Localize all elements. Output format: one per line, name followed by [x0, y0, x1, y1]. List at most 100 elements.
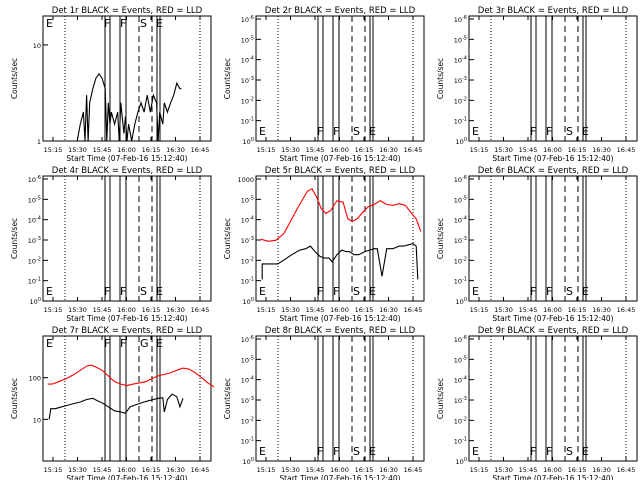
event-marker: F — [530, 125, 536, 138]
y-tick-label: 10-2 — [241, 96, 254, 105]
y-tick-label: 100 — [243, 137, 254, 146]
x-tick-label: 16:30 — [166, 146, 185, 154]
y-axis-label: Counts/sec — [223, 58, 232, 99]
y-tick-label: 10-3 — [454, 236, 467, 245]
x-tick-label: 16:15 — [142, 146, 161, 154]
x-axis-label: Start Time (07-Feb-16 15:12:40) — [66, 474, 187, 480]
x-tick-label: 15:45 — [306, 146, 325, 154]
y-tick-label: 100 — [29, 375, 41, 383]
y-tick-label: 10-3 — [241, 236, 254, 245]
x-tick-label: 15:30 — [68, 466, 87, 474]
event-marker: F — [104, 17, 110, 30]
event-marker: E — [156, 17, 163, 30]
event-marker: F — [546, 285, 552, 298]
y-tick-label: 10-5 — [454, 35, 467, 44]
x-tick-label: 16:00 — [543, 466, 562, 474]
x-tick-label: 15:15 — [44, 306, 63, 314]
x-tick-label: 16:15 — [568, 306, 587, 314]
panel-title: Det 9r BLACK = Events, RED = LLD — [478, 326, 629, 336]
plot-frame — [255, 15, 425, 142]
event-marker: F — [546, 445, 552, 458]
x-tick-label: 15:30 — [281, 466, 300, 474]
event-marker: E — [369, 285, 376, 298]
event-marker: E — [259, 285, 266, 298]
x-tick-label: 15:45 — [93, 466, 112, 474]
x-tick-label: 16:15 — [568, 146, 587, 154]
panel-det-2: Det 2r BLACK = Events, RED = LLD 15:15 15:… — [223, 6, 425, 163]
y-tick-label: 1000 — [237, 176, 254, 184]
plot-frame — [255, 335, 425, 462]
event-marker: E — [582, 285, 589, 298]
plot-frame — [468, 15, 638, 142]
x-tick-label: 16:15 — [355, 306, 374, 314]
y-tick-label: 10-3 — [454, 396, 467, 405]
x-tick-label: 15:15 — [470, 466, 489, 474]
event-marker: F — [317, 285, 323, 298]
x-tick-label: 15:15 — [257, 306, 276, 314]
y-tick-label: 10-6 — [454, 15, 467, 24]
x-tick-label: 16:00 — [117, 466, 136, 474]
panel-title: Det 4r BLACK = Events, RED = LLD — [52, 166, 203, 176]
lld-series-line — [47, 364, 215, 388]
y-tick-label: 10-4 — [241, 56, 254, 65]
event-marker: G — [140, 337, 149, 350]
x-axis-label: Start Time (07-Feb-16 15:12:40) — [66, 314, 187, 323]
event-marker: E — [46, 17, 53, 30]
y-tick-label: 10-2 — [454, 256, 467, 265]
event-marker: E — [582, 445, 589, 458]
y-axis-label: Counts/sec — [223, 378, 232, 419]
x-tick-label: 15:45 — [306, 466, 325, 474]
x-tick-label: 16:45 — [404, 466, 423, 474]
event-marker: E — [259, 125, 266, 138]
y-tick-label: 10-1 — [241, 277, 254, 286]
y-tick-label: 10 — [33, 416, 41, 424]
x-tick-label: 16:00 — [117, 146, 136, 154]
event-marker: F — [120, 337, 126, 350]
x-tick-label: 15:45 — [519, 466, 538, 474]
panel-title: Det 8r BLACK = Events, RED = LLD — [265, 326, 416, 336]
y-tick-label: 10-2 — [454, 416, 467, 425]
x-tick-label: 16:30 — [379, 466, 398, 474]
y-tick-label: 10-1 — [28, 277, 41, 286]
y-tick-label: 10-1 — [454, 117, 467, 126]
y-tick-label: 100 — [30, 297, 41, 306]
x-tick-label: 16:30 — [592, 306, 611, 314]
x-tick-label: 16:45 — [404, 306, 423, 314]
y-tick-label: 10-5 — [454, 355, 467, 364]
y-tick-label: 10-6 — [241, 15, 254, 24]
event-marker: S — [566, 125, 573, 138]
panel-det-7: Det 7r BLACK = Events, RED = LLD 15:15 15:… — [10, 326, 215, 480]
y-tick-label: 100 — [456, 137, 467, 146]
panel-det-3: Det 3r BLACK = Events, RED = LLD 15:15 15:… — [436, 6, 638, 163]
plot-frame — [42, 175, 212, 302]
x-tick-label: 16:15 — [568, 466, 587, 474]
y-axis-label: Counts/sec — [436, 58, 445, 99]
x-tick-label: 15:30 — [494, 306, 513, 314]
x-tick-label: 16:45 — [191, 146, 210, 154]
x-tick-label: 16:15 — [355, 466, 374, 474]
event-marker: E — [472, 445, 479, 458]
x-tick-label: 16:45 — [617, 466, 636, 474]
y-tick-label: 100 — [243, 457, 254, 466]
event-marker: F — [317, 445, 323, 458]
event-marker: E — [369, 445, 376, 458]
y-tick-label: 10-1 — [241, 117, 254, 126]
x-tick-label: 15:15 — [257, 466, 276, 474]
y-tick-label: 10-3 — [241, 396, 254, 405]
x-tick-label: 16:30 — [166, 466, 185, 474]
x-tick-label: 16:15 — [142, 466, 161, 474]
plot-frame — [255, 175, 425, 302]
y-tick-label: 10-3 — [454, 76, 467, 85]
event-marker: E — [46, 337, 53, 350]
x-tick-label: 15:15 — [257, 146, 276, 154]
x-axis-label: Start Time (07-Feb-16 15:12:40) — [279, 314, 400, 323]
x-axis-label: Start Time (07-Feb-16 15:12:40) — [279, 474, 400, 480]
x-tick-label: 15:30 — [281, 146, 300, 154]
y-tick-label: 100 — [243, 297, 254, 306]
y-tick-label: 10-1 — [454, 437, 467, 446]
panel-det-4: Det 4r BLACK = Events, RED = LLD 15:15 15:… — [10, 166, 212, 323]
y-tick-label: 10-3 — [28, 236, 41, 245]
y-axis-label: Counts/sec — [10, 218, 19, 259]
x-tick-label: 16:30 — [592, 146, 611, 154]
x-tick-label: 15:30 — [494, 466, 513, 474]
